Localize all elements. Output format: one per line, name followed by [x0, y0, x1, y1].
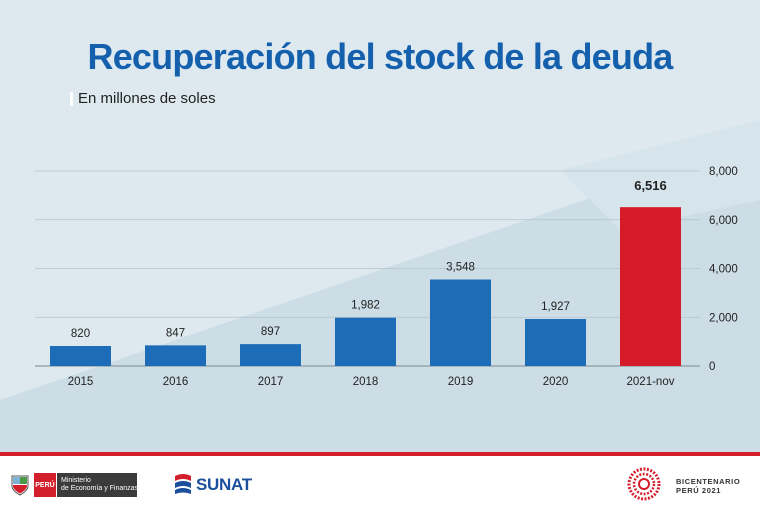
data-label: 3,548: [446, 262, 475, 274]
y-tick-label: 6,000: [709, 215, 738, 227]
sunat-wordmark: SUNAT: [196, 475, 252, 494]
x-tick-label: 2016: [163, 376, 189, 388]
x-tick-label: 2019: [448, 376, 474, 388]
x-tick-label: 2021-nov: [627, 376, 675, 388]
chart-title: Recuperación del stock de la deuda: [87, 36, 674, 77]
bar: [335, 317, 396, 366]
data-label: 6,516: [634, 178, 667, 193]
subtitle-marker: [70, 92, 73, 106]
data-label: 897: [261, 326, 280, 338]
background-diagonal-shape: [0, 140, 760, 452]
data-label: 1,927: [541, 301, 570, 313]
bar: [50, 346, 111, 366]
footer: PERÚ Ministerio de Economía y Finanzas S…: [0, 452, 760, 507]
peru-badge: PERÚ: [34, 473, 56, 497]
data-label: 847: [166, 327, 185, 339]
x-tick-label: 2018: [353, 376, 379, 388]
data-label: 820: [71, 328, 90, 340]
y-tick-label: 8,000: [709, 166, 738, 178]
bicentenario-line-1: BICENTENARIO: [676, 477, 741, 486]
data-label: 1,982: [351, 300, 380, 312]
bicentenario-logo-icon: [627, 467, 661, 501]
chart-subtitle: En millones de soles: [78, 90, 216, 107]
ministry-label: Ministerio de Economía y Finanzas: [57, 473, 139, 497]
bar: [620, 207, 681, 366]
bar: [145, 345, 206, 366]
bar-chart: 0 2,000 4,000 6,000 8,000 820 2015 847 2016 897 20…: [35, 166, 738, 388]
bar: [430, 279, 491, 366]
ministry-line-1: Ministerio: [61, 477, 91, 484]
peru-coat-of-arms-icon: [11, 475, 29, 496]
bicentenario-line-2: PERÚ 2021: [676, 486, 722, 495]
ministry-line-2: de Economía y Finanzas: [61, 485, 139, 492]
sunat-logo-icon: [175, 474, 191, 494]
bicentenario-label: BICENTENARIO PERÚ 2021: [676, 477, 740, 495]
x-tick-label: 2020: [543, 376, 569, 388]
y-tick-label: 2,000: [709, 312, 738, 324]
bar: [240, 344, 301, 366]
y-tick-label: 4,000: [709, 264, 738, 276]
x-tick-label: 2015: [68, 376, 94, 388]
bar: [525, 319, 586, 366]
y-tick-label: 0: [709, 361, 715, 373]
x-tick-label: 2017: [258, 376, 284, 388]
